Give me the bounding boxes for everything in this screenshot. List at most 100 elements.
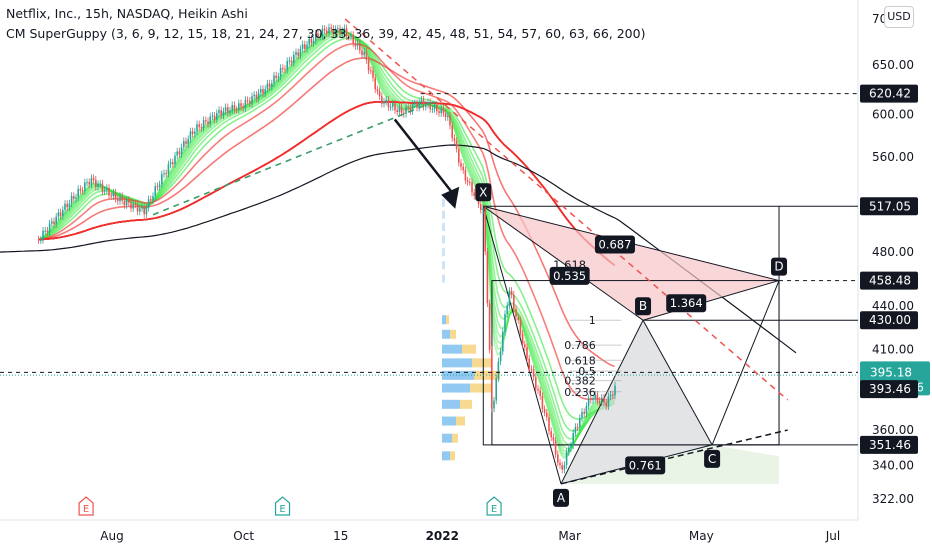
time-tick-label: Mar — [558, 529, 581, 543]
candle — [411, 104, 414, 112]
candle — [275, 75, 278, 79]
candle — [405, 106, 407, 115]
candle — [422, 99, 425, 107]
candle — [207, 121, 209, 124]
candle — [513, 294, 515, 309]
pattern-point-label: D — [774, 260, 783, 274]
candle — [563, 465, 566, 470]
candle — [504, 314, 506, 332]
candle — [396, 110, 399, 112]
candle — [372, 70, 374, 78]
candle — [594, 394, 597, 399]
candle — [539, 390, 542, 397]
candle — [284, 69, 286, 71]
candle — [240, 103, 242, 107]
volume-profile-bar — [442, 399, 460, 409]
candle — [493, 400, 495, 409]
candle — [205, 120, 207, 122]
ratio-label: 0.687 — [599, 238, 632, 252]
candle — [180, 147, 183, 155]
volume-profile-bar — [442, 358, 472, 368]
candles — [37, 23, 616, 474]
indicator-legend[interactable]: CM SuperGuppy (3, 6, 9, 12, 15, 18, 21, … — [6, 26, 646, 41]
candle — [57, 212, 60, 217]
support-trend-line — [560, 429, 788, 485]
candle — [583, 411, 586, 414]
pattern-leg-bd — [642, 280, 780, 321]
volume-profile-bar — [472, 358, 492, 368]
earnings-marker — [486, 496, 502, 516]
guppy-line — [38, 31, 616, 446]
pattern-leg-cd — [711, 280, 780, 446]
candle — [233, 105, 236, 110]
time-tick-label: 15 — [333, 529, 348, 543]
fib-level-label: 1 — [589, 314, 596, 327]
candle — [244, 100, 247, 109]
candle — [288, 60, 291, 62]
candle — [328, 27, 330, 34]
ratio-label: 1.364 — [670, 296, 703, 310]
candle — [90, 178, 93, 185]
candle — [119, 196, 121, 202]
candle — [211, 115, 214, 117]
price-level-label — [860, 84, 918, 103]
candle — [196, 124, 198, 132]
earnings-marker-label: E — [279, 504, 285, 515]
pattern-leg-xb — [483, 205, 644, 321]
candle — [414, 103, 416, 105]
pattern-point-x — [475, 183, 492, 202]
guppy-line — [38, 101, 616, 266]
guppy-line — [38, 101, 616, 266]
volume-profile-bar — [450, 329, 456, 339]
candle — [191, 131, 194, 134]
candle — [517, 317, 520, 321]
price-tick-label: 600.00 — [872, 107, 914, 121]
candle — [224, 107, 227, 112]
candle — [312, 40, 315, 43]
candle — [297, 52, 300, 56]
candle — [585, 406, 588, 414]
candle — [66, 203, 69, 208]
candle — [227, 107, 229, 113]
candle — [464, 170, 467, 181]
candle — [55, 216, 58, 225]
price-level-value: 393.46 — [869, 382, 911, 396]
price-tick-label: 410.00 — [872, 343, 914, 357]
candle — [550, 431, 553, 438]
candle — [486, 251, 489, 304]
candle — [374, 77, 377, 90]
candle — [515, 308, 517, 318]
price-level-value: 517.05 — [869, 199, 911, 213]
candle — [612, 394, 614, 396]
candle — [442, 108, 445, 114]
candle — [295, 52, 297, 55]
candle — [590, 398, 592, 401]
candle — [491, 349, 493, 409]
candle — [416, 103, 418, 108]
candle — [64, 203, 66, 210]
candle — [141, 206, 143, 209]
candle — [433, 104, 436, 109]
candle — [277, 76, 280, 79]
price-tick-label: 322.00 — [872, 492, 914, 506]
candle — [427, 102, 429, 105]
volume-profile-bar — [442, 329, 450, 339]
candle — [398, 107, 401, 112]
candle — [255, 94, 258, 99]
downtrend-line — [344, 18, 789, 401]
candle — [165, 173, 168, 175]
currency-button[interactable]: USD — [884, 6, 914, 28]
candle — [68, 203, 71, 208]
price-tick-label: 440.00 — [872, 299, 914, 313]
candle — [154, 186, 157, 197]
candle — [163, 173, 165, 175]
ema-200-line — [0, 144, 797, 354]
candle — [557, 454, 559, 463]
candle — [537, 388, 539, 391]
volume-profile-bar — [442, 261, 445, 270]
candle — [229, 110, 231, 113]
candle — [453, 138, 456, 141]
candle — [480, 204, 482, 211]
pattern-leg-xa — [482, 206, 562, 484]
